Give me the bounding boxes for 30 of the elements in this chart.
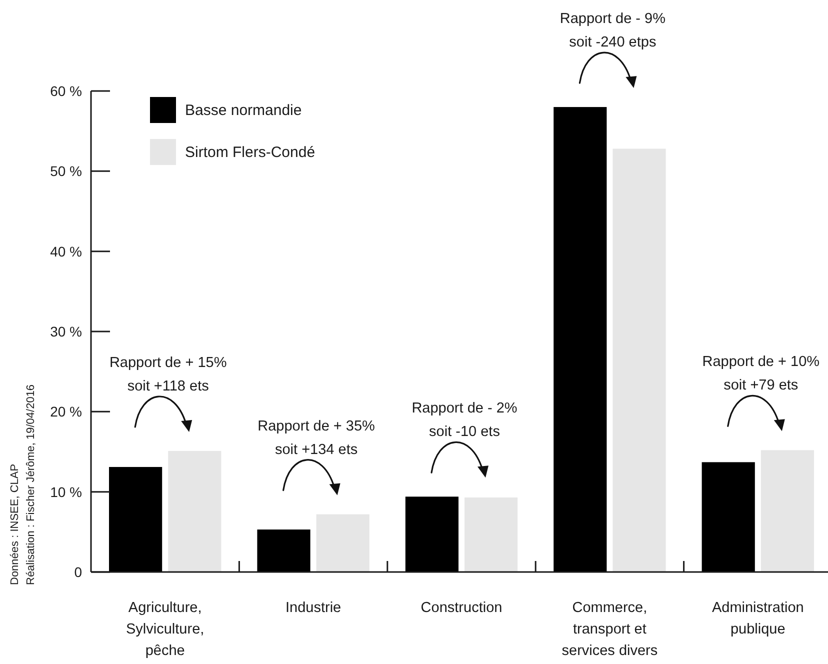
bar [316,514,370,572]
bar [109,466,162,572]
y-tick-label: 60 % [50,83,82,99]
y-tick-label: 40 % [50,243,82,260]
bar [702,462,755,572]
x-tick-label: Industrie [285,600,342,616]
annotation: Rapport de + 35% soit +134 ets [258,418,376,458]
bar [168,450,222,572]
y-tick-label: 10 % [50,484,82,500]
bar [554,107,607,572]
bar [464,497,518,572]
bar [405,496,458,572]
annotation: Rapport de + 15% soit +118 ets [109,354,227,394]
y-tick-label: 0 [74,564,82,580]
bar [612,148,666,572]
y-tick-label: 30 % [50,324,82,340]
x-tick-label: Agriculture, Sylviculture, pêche [126,600,204,659]
bar [760,450,814,572]
bar [257,530,310,572]
y-tick-label: 50 % [50,163,82,180]
x-tick-label: Construction [420,600,502,616]
text: Données : INSEE, CLAP Réalisation : Fischer Jérôme, 19/04/2016 [9,384,37,585]
text: Rapport de - 9% soit -240 etps [560,11,666,51]
legend-label: Sirtom Flers-Condé [185,144,316,160]
legend-label: Basse normandie [185,102,302,118]
x-tick-label: Commerce, transport et services divers [562,600,658,659]
x-tick-label: Administration publique [712,600,804,638]
y-tick-label: 20 % [50,404,82,420]
annotation: Rapport de - 2% soit -10 ets [412,400,518,440]
annotation: Rapport de + 10% soit +79 ets [702,354,820,394]
